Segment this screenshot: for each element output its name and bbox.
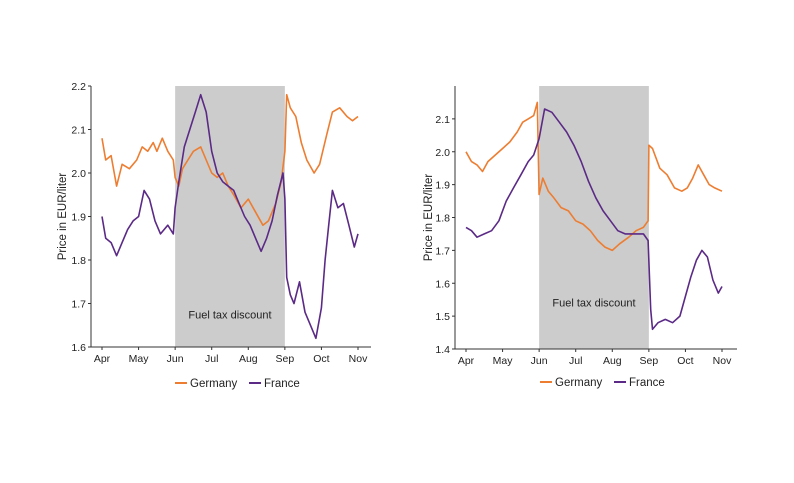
y-tick-label: 1.6 <box>435 278 450 290</box>
x-tick-label: Jul <box>205 353 218 365</box>
x-tick-label: Oct <box>313 353 329 365</box>
legend-label-germany: Germany <box>190 378 238 390</box>
y-tick-label: 2.1 <box>435 114 450 126</box>
y-tick-label: 1.7 <box>435 245 450 257</box>
x-tick-label: May <box>129 353 150 365</box>
chart-right: Fuel tax discount 1.4 1.5 1.6 1.7 1.8 1.9 2.0 2.… <box>423 86 737 389</box>
x-tick-label: Sep <box>640 355 659 367</box>
y-tick-label: 2.2 <box>71 81 86 93</box>
series-line-germany <box>101 93 359 226</box>
series-line-germany <box>465 101 723 252</box>
x-tick-label: Nov <box>713 355 732 367</box>
y-tick-label: 1.9 <box>71 212 86 224</box>
y-tick-label: 1.8 <box>71 255 86 267</box>
y-tick-label: 1.5 <box>435 311 450 323</box>
y-tick-label: 1.4 <box>435 344 450 356</box>
y-tick-label: 2.1 <box>71 125 86 137</box>
y-tick-label: 2.0 <box>435 147 450 159</box>
shaded-region-label: Fuel tax discount <box>188 310 271 322</box>
y-tick-label: 1.6 <box>71 342 86 354</box>
x-tick-label: Jun <box>167 353 184 365</box>
shaded-region <box>539 86 649 349</box>
x-tick-label: Nov <box>349 353 368 365</box>
x-tick-label: Aug <box>603 355 622 367</box>
y-axis-label: Price in EUR/liter <box>423 174 435 262</box>
legend-label-france: France <box>629 377 665 389</box>
legend-label-germany: Germany <box>555 377 603 389</box>
y-tick-label: 1.9 <box>435 180 450 192</box>
x-tick-label: Apr <box>458 355 475 367</box>
x-tick-label: May <box>493 355 514 367</box>
legend-label-france: France <box>264 378 300 390</box>
shaded-region <box>175 86 285 347</box>
shaded-region-label: Fuel tax discount <box>552 297 635 309</box>
x-tick-label: Jun <box>531 355 548 367</box>
x-tick-label: Jul <box>569 355 582 367</box>
y-tick-label: 1.8 <box>435 213 450 225</box>
x-tick-label: Oct <box>677 355 693 367</box>
x-tick-label: Sep <box>276 353 295 365</box>
x-tick-label: Aug <box>239 353 258 365</box>
x-tick-label: Apr <box>94 353 111 365</box>
y-tick-label: 2.0 <box>71 168 86 180</box>
y-axis-label: Price in EUR/liter <box>57 173 69 261</box>
chart-left: Fuel tax discount 1.6 1.7 1.8 1.9 2.0 2.1 2.2 Ap… <box>57 81 371 390</box>
y-tick-label: 1.7 <box>71 299 86 311</box>
series-line-france <box>465 108 723 331</box>
series-line-france <box>101 93 359 340</box>
